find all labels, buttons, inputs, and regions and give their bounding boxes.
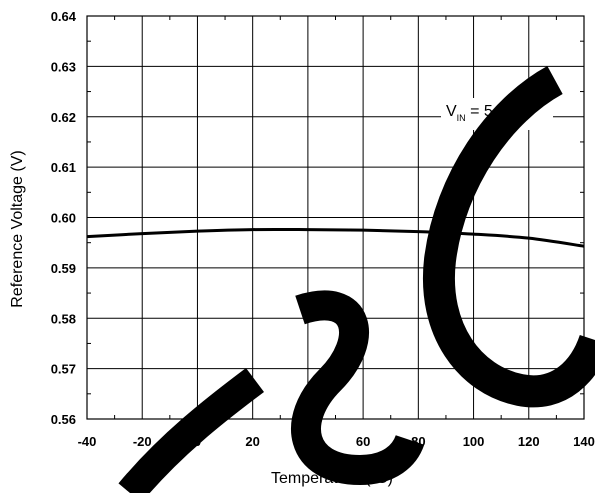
series-layer [86,227,585,248]
y-tick-label: 0.63 [51,59,76,74]
y-tick-labels: 0.56 0.57 0.58 0.59 0.60 0.61 0.62 0.63 0.64 [51,9,77,427]
y-axis-label: Reference Voltage (V) [9,150,26,307]
y-tick-label: 0.64 [51,9,77,24]
x-tick-label: 60 [356,434,370,449]
annotation-subscript: IN [457,113,466,123]
y-tick-label: 0.60 [51,211,76,226]
watermark [118,65,595,493]
x-tick-label: 20 [245,434,259,449]
x-tick-label: 100 [463,434,485,449]
annotation-prefix: V [446,103,457,120]
x-tick-label: 140 [573,434,595,449]
x-tick-label: -40 [78,434,97,449]
y-tick-label: 0.58 [51,311,76,326]
y-tick-label: 0.62 [51,110,76,125]
x-tick-label: -20 [133,434,152,449]
y-tick-label: 0.59 [51,261,76,276]
watermark-stroke-s [291,290,425,486]
y-tick-label: 0.56 [51,412,76,427]
y-tick-label: 0.57 [51,362,76,377]
watermark-stroke-c [118,368,265,493]
watermark-stroke-o [422,65,595,408]
x-tick-label: 120 [518,434,540,449]
y-tick-label: 0.61 [51,160,76,175]
series-line [86,227,585,248]
